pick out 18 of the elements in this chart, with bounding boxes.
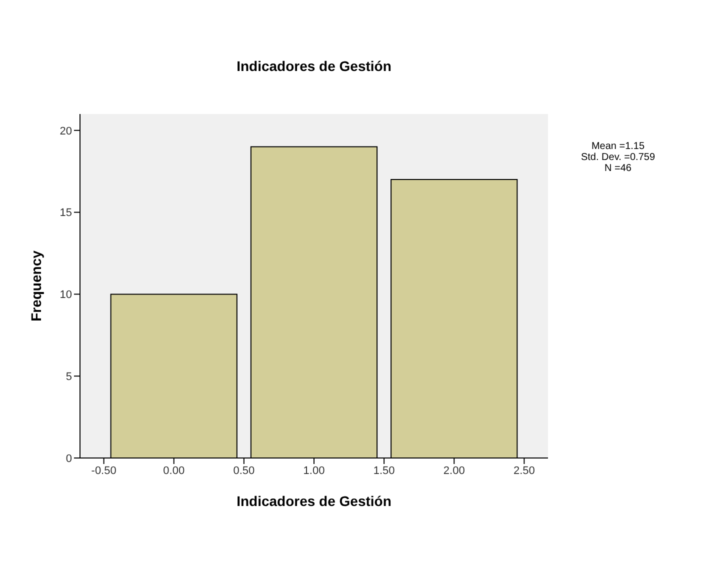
x-tick-label: 1.50 <box>373 464 395 477</box>
x-axis-title: Indicadores de Gestión <box>236 493 392 509</box>
x-tick-label: 0.00 <box>163 464 185 477</box>
y-tick-label: 0 <box>66 452 72 465</box>
text: N =46 <box>604 163 632 174</box>
chart-title: Indicadores de Gestión <box>236 58 392 74</box>
x-tick-label: 2.50 <box>513 464 535 477</box>
y-tick-label: 15 <box>60 207 72 220</box>
text: Std. Dev. =0.759 <box>580 152 656 163</box>
y-tick-label: 10 <box>60 289 72 302</box>
y-tick-label: 5 <box>66 371 72 383</box>
x-tick-label: 0.50 <box>233 464 255 477</box>
x-tick-label: 1.00 <box>303 464 325 477</box>
x-tick-label: -0.50 <box>91 464 116 477</box>
y-axis-title: Frequency <box>28 250 44 322</box>
y-tick-label: 20 <box>60 125 72 138</box>
x-tick-label: 2.00 <box>443 464 465 477</box>
text: Mean =1.15 <box>590 141 646 152</box>
